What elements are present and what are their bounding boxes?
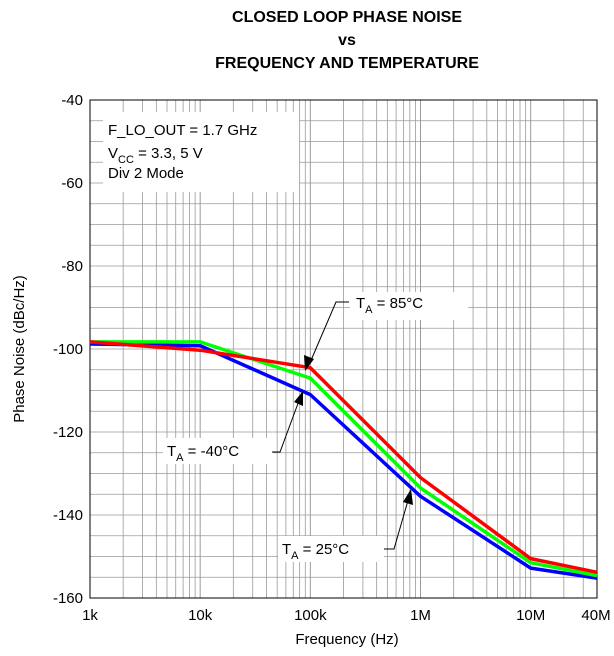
series-line-1 (90, 340, 598, 578)
x-tick-label: 40M (581, 607, 610, 624)
y-tick-labels: -40 -60 -80 -100 -120 -140 -160 (53, 92, 83, 607)
condition-vcc: VCC = 3.3, 5 V (108, 145, 203, 166)
annotation-25c-label: TA = 25°C (282, 541, 349, 562)
x-tick-label: 10M (516, 607, 545, 624)
annotation-minus40c-label: TA = -40°C (167, 443, 239, 464)
series-line-2 (89, 340, 598, 575)
annotation-minus40c: TA = -40°C (163, 391, 303, 464)
x-tick-label: 1M (410, 607, 431, 624)
annotation-25c: TA = 25°C (278, 489, 413, 562)
annotation-85c: TA = 85°C (304, 292, 468, 371)
y-tick-label: -80 (61, 258, 83, 275)
y-tick-label: -120 (53, 424, 83, 441)
x-tick-label: 100k (294, 607, 327, 624)
annotation-minus40c-background (163, 438, 273, 464)
annotation-85c-arrowhead (304, 355, 314, 371)
series-lines (89, 340, 598, 580)
annotation-25c-background (278, 536, 384, 562)
title-line-3: FREQUENCY AND TEMPERATURE (215, 55, 479, 72)
x-tick-labels: 1k 10k 100k 1M 10M 40M (82, 607, 611, 624)
annotation-25c-arrowhead (403, 489, 413, 505)
annotation-85c-background (350, 292, 468, 320)
title-line-2: vs (338, 32, 356, 49)
condition-lo-out: F_LO_OUT = 1.7 GHz (108, 122, 257, 139)
title-line-1: CLOSED LOOP PHASE NOISE (232, 9, 462, 26)
annotation-minus40c-leader (272, 397, 301, 453)
x-axis-label: Frequency (Hz) (295, 631, 398, 648)
y-tick-label: -160 (53, 590, 83, 607)
y-tick-label: -140 (53, 507, 83, 524)
x-tick-label: 1k (82, 607, 98, 624)
x-tick-label: 10k (188, 607, 213, 624)
chart-title: CLOSED LOOP PHASE NOISE vs FREQUENCY AND… (215, 9, 479, 72)
series-line-0 (89, 342, 598, 580)
y-axis-label: Phase Noise (dBc/Hz) (11, 275, 28, 423)
y-tick-label: -100 (53, 341, 83, 358)
y-tick-label: -60 (61, 175, 83, 192)
annotation-minus40c-arrowhead (294, 391, 303, 406)
conditions-box: F_LO_OUT = 1.7 GHz VCC = 3.3, 5 V Div 2 … (103, 112, 299, 192)
annotation-25c-leader (384, 496, 410, 550)
condition-div-mode: Div 2 Mode (108, 165, 184, 182)
conditions-background (103, 112, 299, 192)
annotation-85c-label: TA = 85°C (356, 295, 423, 316)
y-tick-label: -40 (61, 92, 83, 109)
plot-frame (89, 99, 598, 599)
annotation-85c-leader (308, 301, 349, 366)
